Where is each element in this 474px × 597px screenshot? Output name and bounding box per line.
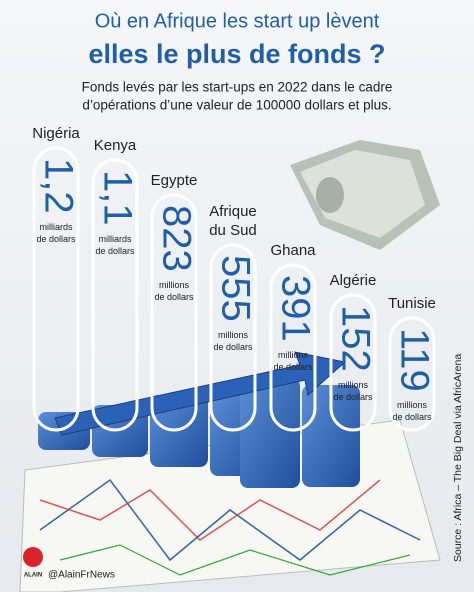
pillar	[209, 243, 257, 432]
pillar	[388, 316, 436, 432]
unit-label: milliards	[39, 222, 73, 232]
unit-label: millions	[278, 350, 309, 360]
pillar	[269, 263, 317, 432]
subtitle-line-2: d’opérations d’une valeur de 100000 doll…	[82, 98, 391, 113]
logo-icon	[23, 547, 43, 567]
unit-label: de dollars	[392, 412, 432, 422]
country-label: Egypte	[151, 172, 198, 189]
logo-text: ALAIN	[24, 573, 42, 579]
unit-label: de dollars	[95, 246, 135, 256]
unit-label: millions	[218, 330, 249, 340]
subtitle-line-1: Fonds levés par les start-ups en 2022 da…	[82, 80, 393, 95]
value: 1,1	[95, 170, 139, 226]
pillar	[150, 193, 198, 432]
country-label: Tunisie	[388, 295, 436, 312]
value: 119	[392, 328, 436, 392]
banknote	[290, 140, 440, 250]
unit-label: millions	[338, 380, 369, 390]
pillar	[32, 146, 80, 432]
pillar	[91, 158, 139, 432]
country-label: Algérie	[330, 272, 377, 289]
unit-label: de dollars	[333, 392, 373, 402]
unit-label: de dollars	[213, 342, 253, 352]
unit-label: de dollars	[154, 292, 194, 302]
unit-label: milliards	[98, 234, 132, 244]
country-label: du Sud	[209, 222, 257, 239]
credit-handle: @AlainFrNews	[48, 570, 115, 581]
unit-label: millions	[159, 280, 190, 290]
country-label: Ghana	[270, 242, 316, 259]
country-label: Afrique	[209, 203, 257, 220]
unit-label: millions	[397, 400, 428, 410]
title-line-1: Où en Afrique les start up lèvent	[95, 10, 380, 32]
value: 555	[213, 255, 257, 322]
value: 391	[273, 275, 317, 342]
items: Nigéria 1,2 milliards de dollars Kenya 1,1 mil…	[32, 125, 436, 432]
country-label: Kenya	[94, 137, 137, 154]
title-line-2: elles le plus de fonds ?	[88, 39, 385, 69]
value: 152	[333, 305, 377, 372]
source: Source : Africa – The Big Deal via Afric…	[452, 354, 464, 562]
pillar	[329, 293, 377, 432]
unit-label: de dollars	[36, 234, 76, 244]
unit-label: de dollars	[273, 362, 313, 372]
country-label: Nigéria	[32, 125, 80, 142]
value: 823	[154, 205, 198, 272]
value: 1,2	[36, 158, 80, 214]
